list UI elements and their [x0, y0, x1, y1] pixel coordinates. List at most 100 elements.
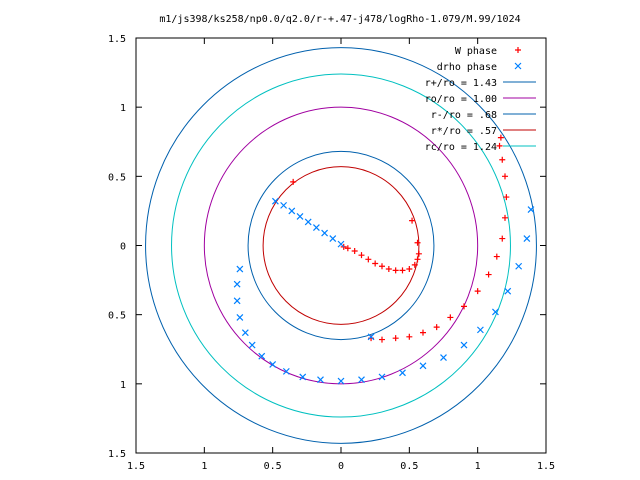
axis-ticks: 1.5 1 0.5 0 0.5 1 1.51.510.500.511.5 [108, 34, 555, 472]
w-phase-point [399, 267, 406, 274]
w-phase-point [385, 266, 392, 273]
drho-phase-point [378, 373, 386, 381]
drho-phase-point [317, 376, 324, 384]
w-phase-point [379, 263, 385, 270]
drho-phase-point [321, 229, 329, 237]
w-phase-point [474, 288, 481, 295]
drho-phase-point [236, 314, 244, 321]
x-tick-label: 0 [338, 461, 344, 472]
drho-phase-point [282, 367, 290, 375]
drho-phase-point [460, 341, 468, 349]
drho-phase-point [269, 361, 277, 368]
w-phase-point [290, 178, 297, 185]
drho-phase-point [440, 354, 447, 361]
w-phase-point [433, 324, 440, 331]
drho-phase-point [476, 326, 484, 334]
x-tick-label: 0.5 [264, 461, 282, 472]
drho-phase-point [527, 206, 535, 213]
legend-label: r+/ro = 1.43 [425, 78, 497, 89]
circle-ro-ro-1-00 [203, 106, 479, 385]
w-phase-point [415, 250, 422, 257]
w-phase-point [499, 156, 506, 163]
drho-phase-point [280, 201, 288, 209]
w-phase-point [406, 333, 413, 340]
x-tick-label: 1 [475, 461, 481, 472]
x-tick-label: 1.5 [127, 461, 145, 472]
w-phase-point [503, 194, 510, 201]
w-phase-point [502, 173, 508, 180]
drho-phase-point [271, 197, 279, 205]
data-points [233, 134, 535, 385]
drho-phase-point [288, 207, 296, 215]
drho-phase-point [399, 369, 406, 377]
w-phase-point [493, 253, 500, 260]
legend-label: rc/ro = 1.24 [425, 142, 497, 153]
w-phase-point [392, 267, 399, 274]
w-phase-point [497, 134, 504, 141]
drho-phase-point [233, 297, 241, 305]
w-phase-point [447, 314, 454, 321]
legend-label: r-/ro = .68 [431, 110, 497, 121]
drho-phase-point [304, 218, 312, 226]
drho-phase-point [504, 287, 512, 295]
y-tick-label: 0.5 [108, 311, 126, 322]
w-phase-point [496, 142, 503, 149]
w-phase-point [414, 239, 421, 246]
y-tick-label: 0 [120, 242, 126, 253]
w-phase-point [414, 256, 421, 263]
w-phase-point [502, 214, 508, 221]
drho-phase-point [329, 235, 337, 243]
drho-phase-point [337, 377, 345, 385]
w-phase-point [409, 217, 416, 224]
drho-phase-point [523, 235, 531, 243]
drho-phase-point [492, 308, 499, 316]
legend-label: drho phase [437, 62, 497, 73]
drho-phase-point [419, 362, 427, 370]
drho-phase-point [312, 224, 320, 231]
y-tick-label: 1.5 [108, 34, 126, 45]
x-tick-label: 1 [201, 461, 207, 472]
drho-phase-point [358, 376, 365, 384]
legend: W phase drho phase r+/ro = 1.43 ro/ro = 1.0… [425, 46, 536, 153]
chart-title: m1/js398/ks258/np0.0/q2.0/r-+.47-j478/lo… [159, 14, 520, 25]
x-tick-label: 0.5 [400, 461, 418, 472]
w-phase-point [406, 266, 413, 273]
w-phase-point [358, 252, 365, 259]
legend-label: ro/ro = 1.00 [425, 94, 497, 105]
w-phase-point [411, 261, 418, 268]
w-phase-point [365, 256, 372, 263]
legend-marker-drho-phase [514, 62, 522, 70]
w-phase-point [372, 260, 379, 267]
x-tick-label: 1.5 [537, 461, 555, 472]
w-phase-point [461, 303, 467, 310]
drho-phase-point [258, 352, 266, 360]
reference-circles [145, 47, 537, 444]
w-phase-point [351, 248, 358, 255]
w-phase-point [379, 336, 385, 343]
drho-phase-point [296, 213, 304, 220]
drho-phase-point [299, 373, 307, 381]
y-tick-label: 1.5 [108, 449, 126, 460]
legend-marker-w-phase [515, 47, 521, 53]
drho-phase-point [515, 262, 523, 270]
circle-r-ro-1-43 [145, 47, 537, 444]
legend-label: r*/ro = .57 [431, 126, 497, 137]
drho-phase-point [236, 265, 244, 273]
y-tick-label: 1 [120, 103, 126, 114]
legend-label: W phase [455, 46, 497, 57]
w-phase-point [392, 335, 399, 342]
circle-r-ro-68 [247, 150, 435, 341]
w-phase-point [499, 235, 506, 242]
w-phase-point [344, 245, 351, 252]
drho-phase-point [241, 329, 249, 337]
y-tick-label: 0.5 [108, 172, 126, 183]
drho-phase-point [337, 240, 345, 248]
circle-rc-ro-1-24 [171, 73, 511, 418]
drho-phase-point [248, 341, 256, 349]
drho-phase-point [367, 333, 375, 341]
drho-phase-point [233, 280, 241, 288]
w-phase-point [420, 329, 426, 336]
circle-r-ro-57 [262, 166, 420, 325]
y-tick-label: 1 [120, 380, 126, 391]
